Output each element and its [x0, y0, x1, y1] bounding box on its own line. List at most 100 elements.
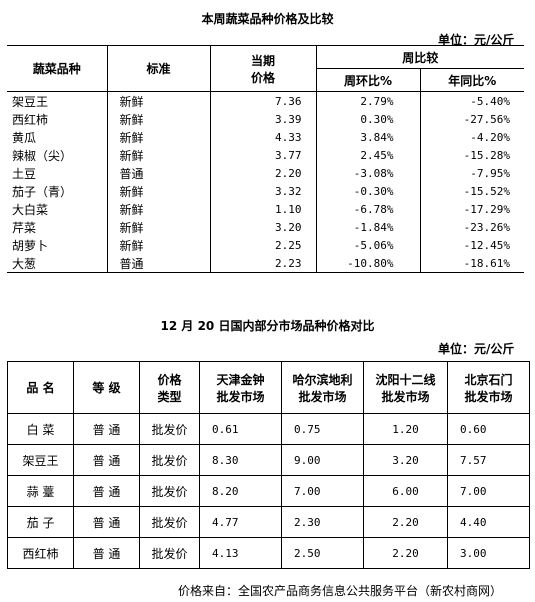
cell-product: 架豆王 — [7, 444, 74, 476]
cell-yoy: -4.20% — [470, 130, 511, 144]
cell-wow: 3.84% — [316, 128, 421, 146]
col-header-standard: 标准 — [107, 45, 211, 92]
cell-price-type: 批发价 — [139, 506, 200, 538]
cell-wow: -10.80% — [316, 254, 421, 273]
cell-wow: -0.30% — [316, 182, 421, 200]
cell-yoy: -17.29% — [463, 202, 511, 216]
cell-product: 蒜 薹 — [7, 475, 74, 507]
col-header-market-shenyang-line2: 批发市场 — [381, 389, 430, 404]
table-row: 大葱 普通 2.23 -10.80% -18.61% — [7, 254, 524, 273]
table2-title: 12 月 20 日国内部分市场品种价格对比 — [160, 319, 375, 333]
cell-market-tianjin: 0.61 — [199, 413, 282, 445]
cell-yoy: -23.26% — [463, 220, 511, 234]
cell-market-shenyang: 6.00 — [363, 475, 448, 507]
cell-yoy: -5.40% — [470, 94, 511, 108]
table-row: 茄 子普 通批发价 4.77 2.30 2.20 4.40 — [7, 506, 530, 538]
cell-market-harbin: 2.50 — [281, 537, 364, 569]
cell-grade: 普 通 — [73, 413, 140, 445]
table2-unit: 单位：元/公斤 — [438, 342, 515, 356]
cell-standard: 普通 — [107, 164, 211, 182]
col-header-market-beijing-line1: 北京石门 — [464, 372, 513, 387]
cell-product: 白 菜 — [7, 413, 74, 445]
col-header-market-beijing: 北京石门 批发市场 — [447, 361, 530, 414]
cell-wow: 2.79% — [316, 91, 421, 110]
cell-yoy: -15.28% — [463, 148, 511, 162]
col-header-price-type-line1: 价格 — [157, 372, 182, 387]
col-header-market-harbin-line2: 批发市场 — [298, 389, 347, 404]
cell-yoy: -27.56% — [463, 112, 511, 126]
cell-name: 黄瓜 — [7, 128, 108, 146]
col-header-price-line1: 当期 — [250, 53, 275, 68]
table-row: 西红柿 新鲜 3.39 0.30% -27.56% — [7, 110, 524, 128]
cell-price: 2.25 — [210, 236, 317, 254]
cell-name: 胡萝卜 — [7, 236, 108, 254]
col-header-name: 蔬菜品种 — [7, 45, 108, 92]
cell-market-tianjin: 8.20 — [199, 475, 282, 507]
cell-price: 3.39 — [210, 110, 317, 128]
cell-yoy: -18.61% — [463, 256, 511, 270]
cell-product: 茄 子 — [7, 506, 74, 538]
table-row: 茄子（青） 新鲜 3.32 -0.30% -15.52% — [7, 182, 524, 200]
table-row: 架豆王普 通批发价 8.30 9.00 3.20 7.57 — [7, 444, 530, 476]
cell-standard: 新鲜 — [107, 128, 211, 146]
cell-standard: 新鲜 — [107, 236, 211, 254]
cell-product: 西红柿 — [7, 537, 74, 569]
cell-price: 3.20 — [210, 218, 317, 236]
table-row: 架豆王 新鲜 7.36 2.79% -5.40% — [7, 91, 524, 110]
cell-grade: 普 通 — [73, 537, 140, 569]
cell-market-beijing: 7.57 — [447, 444, 530, 476]
col-header-market-tianjin: 天津金钟 批发市场 — [199, 361, 282, 414]
cell-market-shenyang: 2.20 — [363, 506, 448, 538]
col-header-compare: 周比较 — [316, 45, 525, 69]
cell-market-beijing: 7.00 — [447, 475, 530, 507]
cell-grade: 普 通 — [73, 475, 140, 507]
col-header-market-shenyang-line1: 沈阳十二线 — [375, 372, 436, 387]
cell-standard: 新鲜 — [107, 218, 211, 236]
col-header-grade: 等 级 — [73, 361, 140, 414]
cell-price-type: 批发价 — [139, 537, 200, 569]
cell-yoy: -12.45% — [463, 238, 511, 252]
market-price-table: 品 名 等 级 价格 类型 天津金钟 批发市场 哈尔滨地利 批发市场 沈阳十二线… — [7, 361, 530, 569]
table-row: 土豆 普通 2.20 -3.08% -7.95% — [7, 164, 524, 182]
col-header-market-tianjin-line1: 天津金钟 — [216, 372, 265, 387]
col-header-wow: 周环比% — [316, 68, 421, 92]
cell-market-shenyang: 1.20 — [363, 413, 448, 445]
cell-wow: -1.84% — [316, 218, 421, 236]
cell-standard: 新鲜 — [107, 200, 211, 218]
cell-market-harbin: 2.30 — [281, 506, 364, 538]
table1-title: 本周蔬菜品种价格及比较 — [201, 12, 334, 26]
cell-market-tianjin: 4.77 — [199, 506, 282, 538]
col-header-market-beijing-line2: 批发市场 — [464, 389, 513, 404]
cell-market-tianjin: 4.13 — [199, 537, 282, 569]
table-row: 胡萝卜 新鲜 2.25 -5.06% -12.45% — [7, 236, 524, 254]
col-header-price-type-line2: 类型 — [157, 389, 182, 404]
table-row: 白 菜普 通批发价 0.61 0.75 1.20 0.60 — [7, 413, 530, 445]
cell-standard: 新鲜 — [107, 146, 211, 164]
table-row: 辣椒（尖） 新鲜 3.77 2.45% -15.28% — [7, 146, 524, 164]
cell-yoy: -15.52% — [463, 184, 511, 198]
table-row: 芹菜 新鲜 3.20 -1.84% -23.26% — [7, 218, 524, 236]
cell-market-shenyang: 3.20 — [363, 444, 448, 476]
col-header-yoy: 年同比% — [420, 68, 525, 92]
col-header-market-harbin-line1: 哈尔滨地利 — [292, 372, 353, 387]
cell-standard: 新鲜 — [107, 110, 211, 128]
table-row: 西红柿普 通批发价 4.13 2.50 2.20 3.00 — [7, 537, 530, 569]
cell-price-type: 批发价 — [139, 475, 200, 507]
cell-wow: -3.08% — [316, 164, 421, 182]
cell-wow: 2.45% — [316, 146, 421, 164]
cell-market-shenyang: 2.20 — [363, 537, 448, 569]
cell-price-type: 批发价 — [139, 444, 200, 476]
col-header-market-shenyang: 沈阳十二线 批发市场 — [363, 361, 448, 414]
cell-market-harbin: 9.00 — [281, 444, 364, 476]
cell-wow: 0.30% — [316, 110, 421, 128]
cell-name: 大白菜 — [7, 200, 108, 218]
cell-name: 辣椒（尖） — [7, 146, 108, 164]
cell-price: 1.10 — [210, 200, 317, 218]
cell-name: 架豆王 — [7, 91, 108, 110]
cell-wow: -6.78% — [316, 200, 421, 218]
cell-price: 4.33 — [210, 128, 317, 146]
cell-price: 3.32 — [210, 182, 317, 200]
cell-name: 大葱 — [7, 254, 108, 273]
cell-price: 2.23 — [210, 254, 317, 273]
cell-standard: 新鲜 — [107, 91, 211, 110]
